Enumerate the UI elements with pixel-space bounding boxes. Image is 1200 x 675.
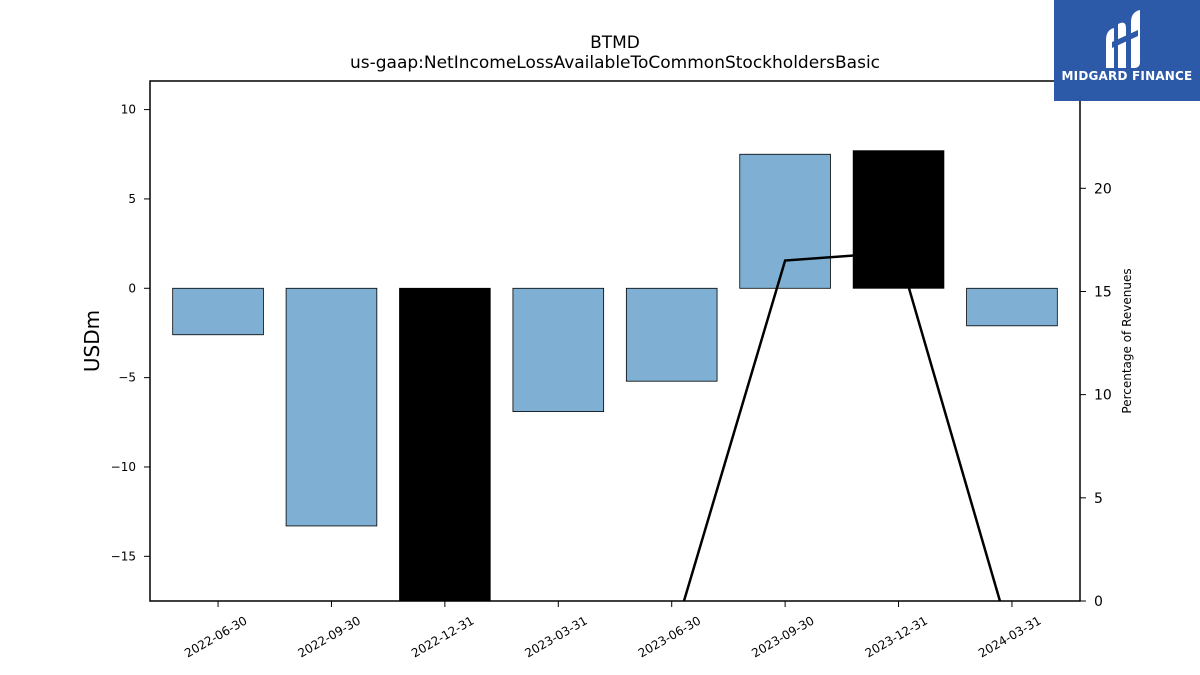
midgard-finance-logo: MIDGARD FINANCE [1054,0,1200,101]
bar-2023-09-30 [739,153,831,289]
bar-2023-12-31 [852,150,945,289]
bar-2023-03-31 [512,287,605,412]
y2-tick-label: 0 [1094,594,1103,610]
y-axis-label: USDm [80,310,104,372]
x-tick-label: 2023-06-30 [636,613,703,660]
chart-title: BTMD [590,33,640,53]
x-tick-label: 2022-12-31 [409,613,476,660]
x-axis: 2022-06-30 2022-09-30 2022-12-31 2023-03-31… [182,601,1043,660]
y-tick-label: 0 [128,281,136,295]
x-tick-label: 2023-12-31 [863,613,930,660]
chart-subtitle: us-gaap:NetIncomeLossAvailableToCommonSt… [350,53,880,73]
y2-tick-label: 5 [1094,491,1103,507]
logo-mark-icon [1106,10,1140,69]
x-tick-label: 2023-03-31 [522,613,589,660]
bar-2022-06-30 [172,287,264,336]
line-group [682,250,1002,601]
bar-2022-12-31 [399,287,491,601]
y2-tick-label: 10 [1094,388,1112,404]
percentage-line [682,250,1002,601]
x-tick-label: 2023-09-30 [749,613,816,660]
y2-axis-label: Percentage of Revenues [1120,268,1134,413]
y-tick-label: 5 [128,192,136,206]
bar-2022-09-30 [285,287,378,527]
y-axis-left: −15 −10 −5 0 5 10 [111,103,150,563]
y-axis-right: 0510152025 [1080,78,1112,610]
y-tick-label: −5 [118,371,136,385]
plot-frame [149,80,1081,602]
y-tick-label: −10 [111,460,136,474]
bar-2024-03-31 [966,287,1058,327]
y-tick-label: 10 [121,103,136,117]
x-tick-label: 2022-06-30 [182,613,249,660]
x-tick-label: 2022-09-30 [296,613,363,660]
y2-tick-label: 20 [1094,181,1112,197]
logo-text: MIDGARD FINANCE [1061,69,1193,83]
x-tick-label: 2024-03-31 [976,613,1043,660]
bar-2023-06-30 [625,287,718,382]
bar-group [172,150,1058,601]
y2-tick-label: 15 [1094,284,1112,300]
y-tick-label: −15 [111,549,136,563]
